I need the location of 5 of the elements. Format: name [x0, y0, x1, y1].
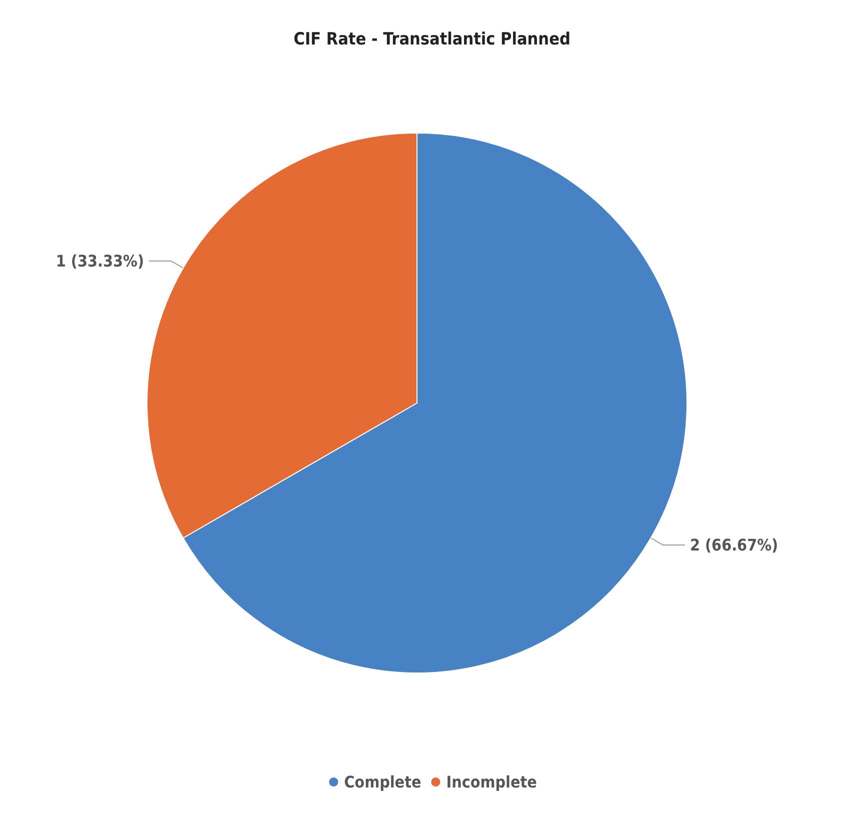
legend-label: Incomplete [446, 772, 538, 792]
data-label: 2 (66.67%) [690, 536, 778, 554]
legend-label: Complete [344, 772, 422, 792]
data-label: 1 (33.33%) [56, 252, 144, 270]
chart-title: CIF Rate - Transatlantic Planned [294, 30, 570, 50]
